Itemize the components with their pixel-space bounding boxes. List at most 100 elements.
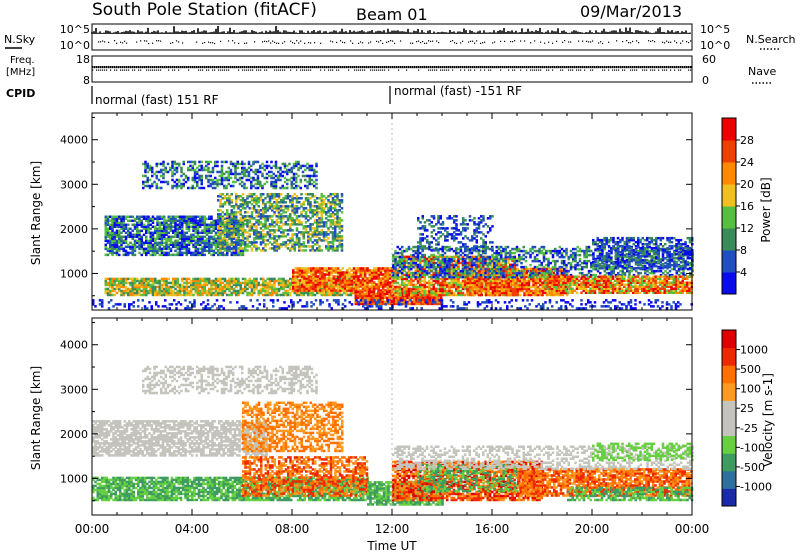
power-cell (264, 281, 267, 285)
power-cell (336, 239, 339, 242)
power-cell (230, 193, 233, 196)
power-cell (254, 172, 257, 176)
power-cell (315, 170, 318, 174)
power-cell (388, 277, 392, 280)
power-cell (257, 213, 260, 216)
power-cell (115, 225, 119, 229)
power-cell (250, 287, 254, 291)
power-cell (169, 287, 173, 291)
power-cell (176, 253, 179, 257)
power-cell (259, 235, 263, 238)
power-cell (151, 235, 155, 239)
power-cell (277, 211, 281, 214)
nave-dot (432, 69, 434, 71)
nsearch-dot (524, 40, 526, 42)
power-cell (115, 219, 119, 223)
power-cell (379, 269, 383, 272)
nsearch-dot (336, 41, 338, 44)
power-cell (262, 203, 265, 206)
freq-point (636, 66, 638, 69)
power-cell (306, 184, 309, 188)
power-cell (219, 289, 222, 293)
freq-point (224, 66, 226, 69)
power-cell (140, 235, 143, 239)
power-cell (124, 249, 128, 253)
power-cell (201, 221, 204, 225)
power-cell (124, 241, 128, 245)
nave-dot (284, 69, 286, 71)
power-cell (221, 223, 224, 226)
power-cell (109, 277, 112, 281)
power-cell (115, 241, 119, 245)
power-cell (291, 217, 294, 220)
power-cell (318, 225, 321, 228)
power-cell (266, 209, 269, 212)
power-cell (115, 221, 119, 225)
nsearch-dot (264, 40, 266, 42)
power-cell (280, 281, 283, 285)
power-cell (181, 219, 184, 223)
power-cell (127, 277, 130, 281)
power-cell (307, 289, 311, 292)
power-cell (259, 164, 262, 168)
power-cell (272, 182, 275, 186)
power-cell (169, 225, 173, 229)
power-cell (212, 253, 215, 257)
power-cell (424, 302, 427, 306)
power-cell (122, 289, 125, 293)
power-cell (338, 239, 341, 242)
power-cell (264, 219, 267, 222)
power-cell (396, 281, 399, 285)
power-cell (307, 203, 310, 206)
freq-point (440, 66, 442, 69)
power-cell (220, 174, 224, 178)
power-cell (282, 293, 285, 297)
power-cell (325, 279, 329, 282)
power-cell (138, 293, 141, 297)
power-cell (223, 184, 226, 188)
power-cell (158, 281, 161, 285)
power-cell (316, 239, 319, 242)
power-cell (343, 281, 347, 284)
power-cell (325, 277, 329, 280)
power-cell (357, 269, 360, 272)
power-cell (368, 279, 371, 282)
power-cell (187, 166, 190, 170)
power-cell (302, 225, 305, 228)
power-cell (136, 285, 139, 289)
power-cell (257, 201, 260, 204)
power-cell (115, 245, 119, 249)
power-cell (322, 199, 326, 202)
power-cell (227, 178, 230, 182)
power-cell (218, 182, 221, 186)
nsearch-dot (410, 42, 412, 44)
power-cell (232, 217, 236, 220)
power-cell (370, 275, 374, 278)
freq-point (498, 66, 500, 69)
power-cell (244, 283, 247, 287)
power-cell (167, 285, 170, 289)
freq-point (336, 66, 338, 69)
nave-dot (530, 69, 532, 71)
power-cell (312, 277, 315, 280)
power-cell (277, 197, 281, 200)
power-cell (246, 239, 249, 242)
power-cell (131, 283, 134, 287)
power-cell (431, 296, 434, 300)
power-cell (124, 217, 128, 221)
power-cell (221, 211, 224, 214)
power-cell (298, 215, 301, 218)
power-cell (290, 166, 293, 170)
power-cell (275, 243, 278, 246)
power-cell (282, 283, 285, 287)
power-cell (359, 285, 362, 288)
power-cell (140, 283, 143, 287)
power-cell (201, 241, 204, 245)
power-cell (111, 223, 114, 227)
power-cell (199, 237, 202, 241)
power-cell (338, 217, 341, 220)
power-cell (124, 285, 128, 289)
power-cell (327, 207, 330, 210)
nsearch-dot (578, 40, 580, 42)
freq-point (562, 66, 564, 69)
